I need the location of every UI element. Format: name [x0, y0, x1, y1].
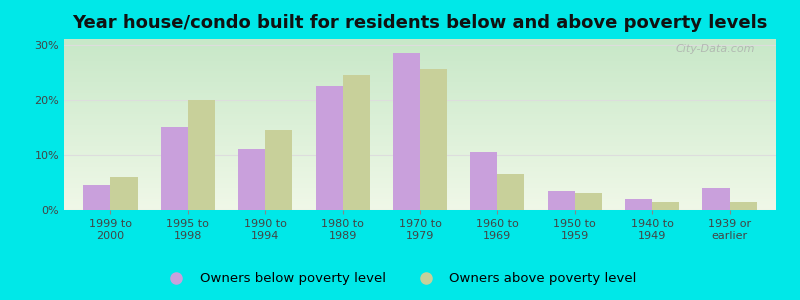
Bar: [470, 152, 498, 210]
Bar: [342, 75, 370, 210]
Bar: [83, 185, 110, 210]
Bar: [266, 130, 292, 210]
Bar: [393, 53, 420, 210]
Bar: [188, 100, 215, 210]
Legend: Owners below poverty level, Owners above poverty level: Owners below poverty level, Owners above…: [158, 267, 642, 290]
Bar: [110, 177, 138, 210]
Text: City-Data.com: City-Data.com: [675, 44, 754, 54]
Bar: [702, 188, 730, 210]
Title: Year house/condo built for residents below and above poverty levels: Year house/condo built for residents bel…: [72, 14, 768, 32]
Bar: [420, 69, 447, 210]
Bar: [625, 199, 652, 210]
Bar: [548, 191, 574, 210]
Bar: [652, 202, 679, 210]
Bar: [238, 149, 266, 210]
Bar: [730, 202, 757, 210]
Bar: [315, 86, 342, 210]
Bar: [498, 174, 525, 210]
Bar: [161, 127, 188, 210]
Bar: [574, 194, 602, 210]
